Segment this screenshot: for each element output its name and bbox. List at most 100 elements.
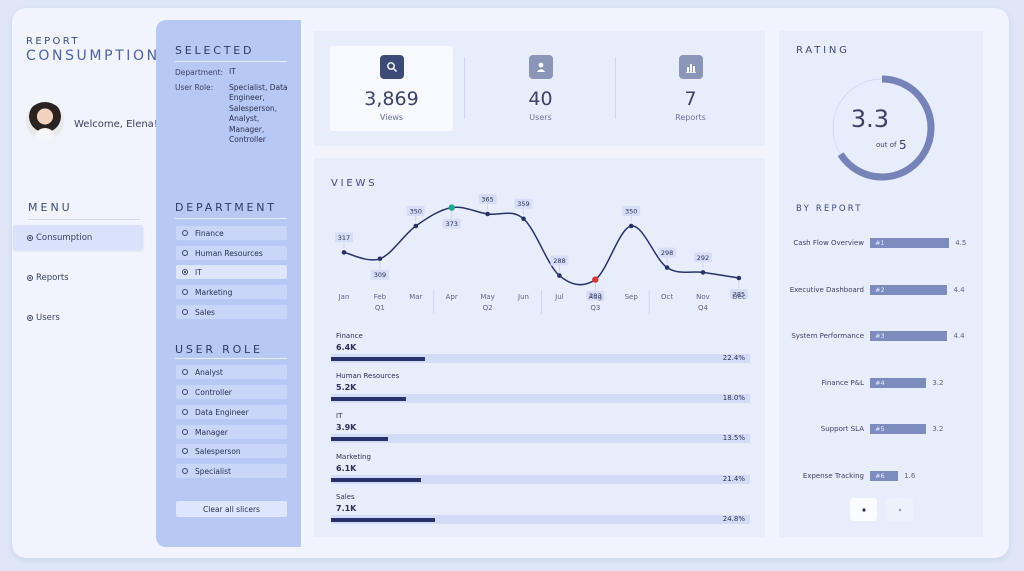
dept-bar-name: Sales xyxy=(336,493,355,501)
radio-icon xyxy=(182,250,188,256)
role-option-specialist[interactable]: Specialist xyxy=(176,464,287,478)
search-icon xyxy=(379,55,404,79)
data-point xyxy=(700,270,706,275)
department-option-hr[interactable]: Human Resources xyxy=(176,246,287,260)
user-role-title: USER ROLE xyxy=(175,343,263,356)
data-label-bg xyxy=(442,218,461,229)
dept-bar-hr[interactable]: 18.0% xyxy=(331,394,750,403)
rating-title: RATING xyxy=(796,45,850,56)
data-point xyxy=(413,223,419,229)
data-point xyxy=(448,204,455,211)
x-tick-label: Feb xyxy=(374,293,387,301)
dept-bar-sales[interactable]: 24.8% xyxy=(331,515,750,524)
x-tick-label: Dec xyxy=(732,293,746,301)
menu-title: MENU xyxy=(28,201,73,214)
data-label: 373 xyxy=(445,220,457,228)
role-option-analyst[interactable]: Analyst xyxy=(176,365,287,379)
kpi-reports[interactable]: 7 Reports xyxy=(629,46,752,131)
by-report-title: BY REPORT xyxy=(796,204,863,214)
dept-bar-pct: 24.8% xyxy=(722,515,745,523)
report-score: 4.4 xyxy=(953,286,965,294)
dept-bar-fill xyxy=(331,357,425,361)
report-bar[interactable]: #3 xyxy=(870,331,948,341)
dept-bar-value: 6.4K xyxy=(336,343,357,352)
report-rank: #6 xyxy=(875,472,885,480)
report-name: Executive Dashboard xyxy=(789,286,864,294)
data-point xyxy=(485,211,490,217)
bar-chart-icon xyxy=(678,55,703,79)
x-tick-label: Nov xyxy=(696,293,710,301)
option-label: Manager xyxy=(195,427,228,437)
data-point xyxy=(664,265,670,270)
kpi-value: 40 xyxy=(528,88,553,110)
radio-icon xyxy=(182,409,188,415)
views-line-chart: 317 Jan 309 Feb 350 Mar 373 Apr 365 May 359 Jun 288 J… xyxy=(335,194,748,314)
selected-divider xyxy=(175,61,287,62)
dept-bar-value: 7.1K xyxy=(336,504,357,513)
dept-bar-it[interactable]: 13.5% xyxy=(331,434,750,443)
kpi-views[interactable]: 3,869 Views xyxy=(330,46,453,131)
report-bar[interactable]: #5 xyxy=(870,424,927,434)
data-label-bg xyxy=(478,194,497,204)
report-score: 1.6 xyxy=(904,472,916,480)
radio-icon xyxy=(182,289,188,295)
kpi-label: Users xyxy=(529,113,552,122)
data-label-bg xyxy=(514,198,533,209)
dept-bar-marketing[interactable]: 21.4% xyxy=(331,475,750,484)
kpi-value: 3,869 xyxy=(364,88,419,110)
menu-item-reports[interactable]: Reports xyxy=(13,265,143,290)
kpi-label: Views xyxy=(379,113,404,122)
quarter-label: Q4 xyxy=(698,304,709,312)
option-label: Salesperson xyxy=(195,446,241,456)
data-label-bg xyxy=(729,289,748,299)
department-divider xyxy=(175,218,287,219)
department-option-it[interactable]: IT xyxy=(176,265,287,279)
role-option-data-engineer[interactable]: Data Engineer xyxy=(176,405,287,419)
menu-divider xyxy=(28,219,140,220)
x-tick-label: Sep xyxy=(625,293,639,301)
report-bar[interactable]: #2 xyxy=(870,285,948,295)
radio-icon xyxy=(182,369,188,375)
report-bar[interactable]: #1 xyxy=(870,238,950,248)
data-label: 288 xyxy=(553,257,565,265)
kpi-separator xyxy=(464,57,465,119)
department-value: IT xyxy=(229,67,236,76)
role-option-manager[interactable]: Manager xyxy=(176,425,287,439)
department-option-sales[interactable]: Sales xyxy=(176,305,287,319)
option-label: Analyst xyxy=(195,367,223,377)
menu-item-users[interactable]: Users xyxy=(13,305,143,330)
clear-slicers-button[interactable]: Clear all slicers xyxy=(176,501,287,517)
radio-icon xyxy=(182,448,188,454)
data-label: 292 xyxy=(697,254,709,262)
dot-icon xyxy=(898,508,901,511)
report-score: 3.2 xyxy=(932,379,944,387)
kpi-separator xyxy=(615,57,616,119)
rating-gauge xyxy=(832,75,935,181)
data-label: 298 xyxy=(661,249,673,257)
report-bar[interactable]: #4 xyxy=(870,378,927,388)
department-key: Department: xyxy=(175,68,223,77)
radio-icon xyxy=(182,468,188,474)
data-label: 309 xyxy=(374,271,386,279)
radio-icon xyxy=(182,309,188,315)
department-option-marketing[interactable]: Marketing xyxy=(176,285,287,299)
department-option-finance[interactable]: Finance xyxy=(176,226,287,240)
data-point xyxy=(592,276,599,283)
role-option-salesperson[interactable]: Salesperson xyxy=(176,444,287,458)
kpi-users[interactable]: 40 Users xyxy=(479,46,602,131)
page-dot-active[interactable] xyxy=(850,498,877,521)
dept-bar-finance[interactable]: 22.4% xyxy=(331,354,750,363)
option-label: Specialist xyxy=(195,466,231,476)
option-label: Human Resources xyxy=(195,248,263,258)
dept-bar-pct: 18.0% xyxy=(722,394,745,402)
x-tick-label: Mar xyxy=(409,293,422,301)
report-bar[interactable]: #6 xyxy=(870,471,899,481)
page-dot[interactable] xyxy=(886,498,913,521)
data-point xyxy=(341,250,347,255)
menu-item-consumption[interactable]: Consumption xyxy=(13,225,143,250)
data-point xyxy=(736,275,742,281)
report-rank: #5 xyxy=(875,425,885,433)
views-line xyxy=(343,206,740,286)
role-option-controller[interactable]: Controller xyxy=(176,385,287,399)
x-tick-label: May xyxy=(480,293,494,301)
